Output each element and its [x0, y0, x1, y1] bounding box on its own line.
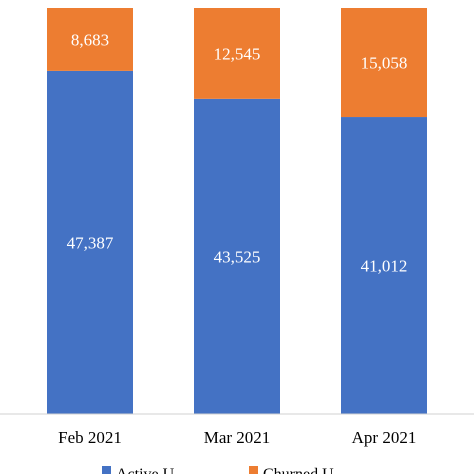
value-label-churned-2: 12,545: [214, 44, 261, 63]
value-label-active-2: 43,525: [214, 247, 261, 266]
bar-segment-churned-1: [47, 8, 133, 71]
value-labels-group: 47,387 8,683 43,525 12,545 41,012 15,058: [67, 30, 408, 275]
category-label-2: Mar 2021: [204, 428, 271, 447]
bars-group: [47, 8, 427, 414]
bar-segment-active-2: [194, 98, 280, 414]
legend: Active U... Churned U...: [102, 466, 346, 474]
value-label-churned-1: 8,683: [71, 30, 109, 49]
legend-swatch-churned: [249, 466, 258, 474]
category-labels-group: Feb 2021 Mar 2021 Apr 2021: [58, 428, 416, 447]
legend-swatch-active: [102, 466, 111, 474]
bar-segment-active-3: [341, 117, 427, 414]
category-label-3: Apr 2021: [352, 428, 417, 447]
category-label-1: Feb 2021: [58, 428, 122, 447]
legend-label-active: Active U...: [116, 466, 186, 474]
bar-segment-active-1: [47, 70, 133, 414]
bar-segment-churned-2: [194, 8, 280, 99]
value-label-active-3: 41,012: [361, 257, 408, 276]
bar-segment-churned-3: [341, 8, 427, 118]
legend-label-churned: Churned U...: [263, 466, 346, 474]
value-label-churned-3: 15,058: [361, 54, 408, 73]
value-label-active-1: 47,387: [67, 233, 114, 252]
